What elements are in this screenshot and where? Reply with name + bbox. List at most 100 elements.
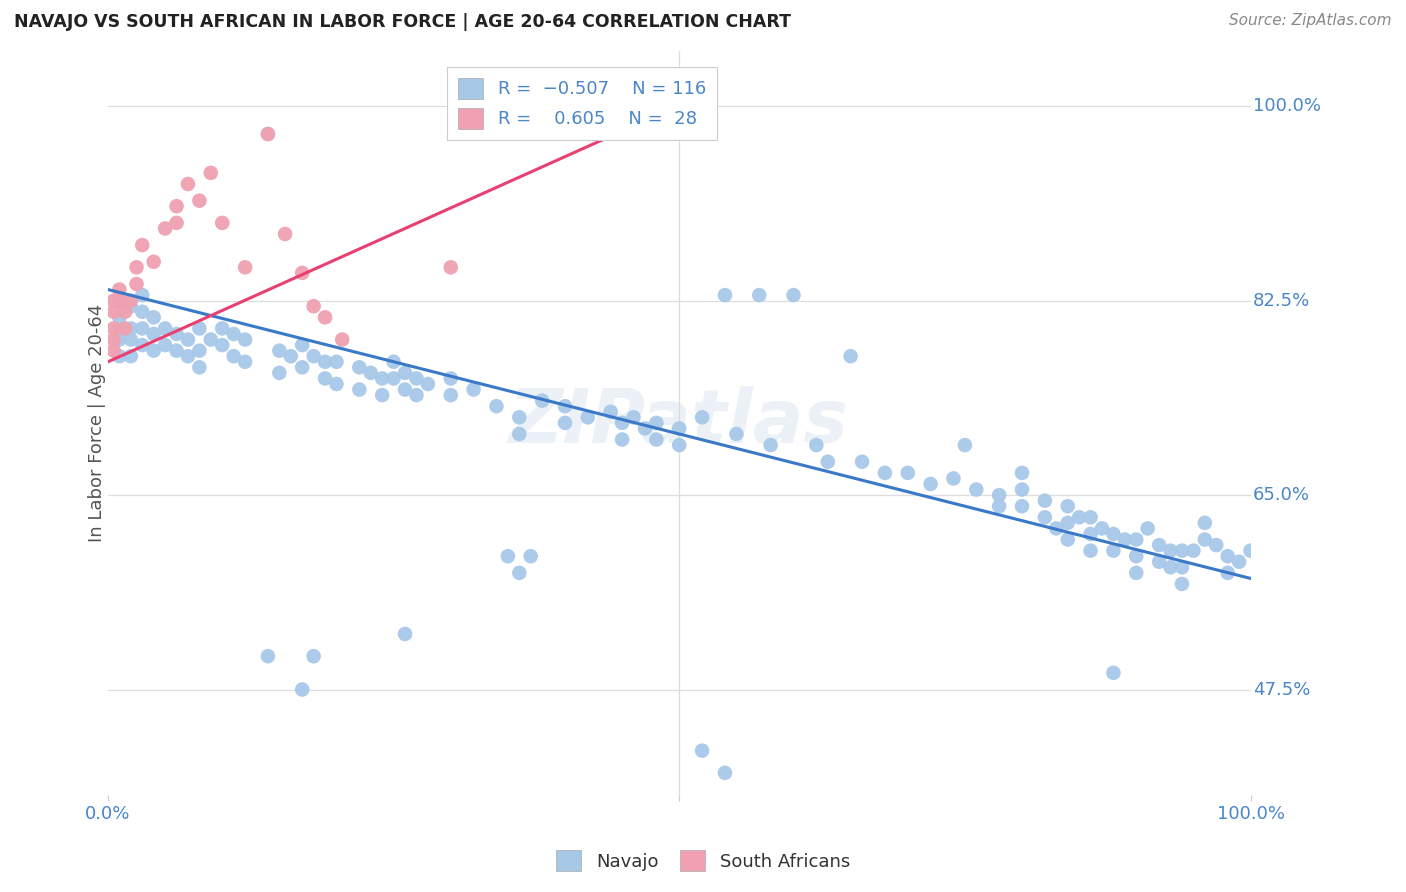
Point — [405, 371, 427, 385]
Point — [153, 338, 176, 352]
Point — [1171, 560, 1194, 574]
Point — [314, 310, 336, 325]
Point — [714, 288, 737, 302]
Point — [610, 433, 633, 447]
Point — [1182, 543, 1205, 558]
Point — [314, 371, 336, 385]
Point — [1147, 538, 1170, 552]
Point — [1056, 499, 1078, 513]
Point — [1069, 510, 1091, 524]
Point — [965, 483, 987, 497]
Point — [360, 366, 382, 380]
Point — [269, 343, 291, 358]
Legend: R =  −0.507    N = 116, R =    0.605    N =  28: R = −0.507 N = 116, R = 0.605 N = 28 — [447, 67, 717, 139]
Point — [1125, 533, 1147, 547]
Point — [314, 355, 336, 369]
Point — [1194, 516, 1216, 530]
Point — [291, 266, 314, 280]
Point — [103, 321, 125, 335]
Point — [200, 333, 222, 347]
Point — [330, 333, 353, 347]
Point — [125, 260, 148, 275]
Point — [1102, 527, 1125, 541]
Point — [142, 310, 165, 325]
Point — [280, 349, 302, 363]
Point — [291, 360, 314, 375]
Point — [690, 744, 713, 758]
Point — [233, 355, 256, 369]
Point — [668, 421, 690, 435]
Point — [142, 326, 165, 341]
Point — [153, 321, 176, 335]
Point — [103, 343, 125, 358]
Point — [645, 433, 668, 447]
Point — [1194, 533, 1216, 547]
Point — [610, 416, 633, 430]
Point — [233, 260, 256, 275]
Point — [1160, 560, 1182, 574]
Point — [599, 405, 621, 419]
Point — [1045, 521, 1067, 535]
Point — [440, 388, 463, 402]
Point — [211, 338, 233, 352]
Point — [302, 299, 325, 313]
Point — [177, 333, 200, 347]
Point — [508, 427, 530, 442]
Point — [394, 627, 416, 641]
Point — [782, 288, 804, 302]
Point — [1080, 510, 1102, 524]
Point — [897, 466, 920, 480]
Point — [988, 488, 1011, 502]
Point — [188, 360, 211, 375]
Point — [166, 326, 188, 341]
Point — [153, 221, 176, 235]
Point — [463, 383, 485, 397]
Point — [839, 349, 862, 363]
Point — [1114, 533, 1136, 547]
Point — [1136, 521, 1159, 535]
Text: 65.0%: 65.0% — [1253, 486, 1310, 504]
Point — [131, 305, 153, 319]
Point — [188, 321, 211, 335]
Point — [485, 399, 508, 413]
Point — [1091, 521, 1114, 535]
Point — [188, 194, 211, 208]
Point — [108, 293, 131, 308]
Text: Source: ZipAtlas.com: Source: ZipAtlas.com — [1229, 13, 1392, 29]
Text: ZIPatlas: ZIPatlas — [509, 386, 849, 459]
Point — [302, 349, 325, 363]
Point — [1033, 493, 1056, 508]
Point — [440, 260, 463, 275]
Point — [1080, 543, 1102, 558]
Point — [222, 326, 245, 341]
Point — [125, 277, 148, 291]
Point — [349, 383, 371, 397]
Point — [1011, 466, 1033, 480]
Point — [725, 427, 748, 442]
Point — [953, 438, 976, 452]
Point — [325, 355, 347, 369]
Point — [1216, 549, 1239, 564]
Point — [257, 127, 280, 141]
Point — [222, 349, 245, 363]
Point — [576, 410, 599, 425]
Point — [1011, 499, 1033, 513]
Point — [394, 366, 416, 380]
Point — [233, 333, 256, 347]
Point — [274, 227, 297, 241]
Point — [748, 288, 770, 302]
Point — [690, 410, 713, 425]
Point — [166, 199, 188, 213]
Point — [177, 349, 200, 363]
Point — [988, 499, 1011, 513]
Point — [211, 321, 233, 335]
Point — [1125, 549, 1147, 564]
Point — [759, 438, 782, 452]
Point — [166, 216, 188, 230]
Point — [817, 455, 839, 469]
Point — [1227, 555, 1250, 569]
Point — [1011, 483, 1033, 497]
Point — [108, 293, 131, 308]
Point — [108, 283, 131, 297]
Point — [131, 238, 153, 252]
